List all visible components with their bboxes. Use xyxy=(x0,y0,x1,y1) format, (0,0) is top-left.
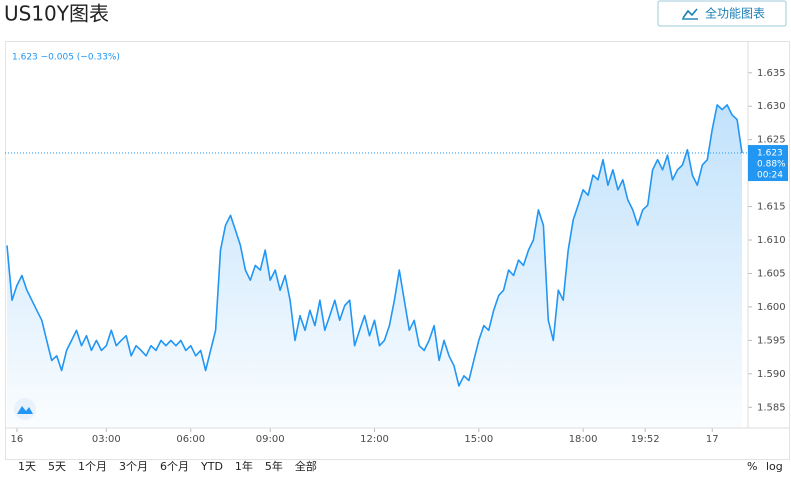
y-tick-label: 1.595 xyxy=(757,335,786,346)
button-icon[interactable] xyxy=(682,8,698,19)
log-toggle[interactable]: log xyxy=(766,460,783,473)
y-tick-label: 1.590 xyxy=(757,369,786,380)
y-tick-label: 1.600 xyxy=(757,302,786,313)
price-line xyxy=(6,104,743,387)
range-button[interactable]: 5年 xyxy=(265,459,283,473)
y-tick-label: 1.605 xyxy=(757,268,786,279)
x-tick-label: 15:00 xyxy=(464,434,493,445)
toolbar: % log 1天 5天 1个月 3个月 6个月 YTD 1年 5年 全部 xyxy=(18,459,783,473)
range-button[interactable]: YTD xyxy=(200,460,223,473)
price-tag-text: 1.623 xyxy=(757,149,783,159)
range-button[interactable]: 1天 xyxy=(18,460,36,473)
button-frame[interactable] xyxy=(657,0,787,27)
y-tick-label: 1.610 xyxy=(757,235,786,246)
x-tick-label: 03:00 xyxy=(92,434,121,445)
y-tick-label: 1.630 xyxy=(757,101,786,112)
x-tick-label: 16 xyxy=(11,434,24,445)
y-tick-label: 1.625 xyxy=(757,135,786,146)
range-button[interactable]: 5天 xyxy=(48,460,66,473)
x-tick-label: 17 xyxy=(706,434,719,445)
range-button[interactable]: 6个月 xyxy=(160,460,189,473)
logo-bg xyxy=(14,398,36,420)
plot xyxy=(5,72,752,432)
price-tag-box xyxy=(748,145,788,182)
logo-mark xyxy=(17,406,33,414)
range-button[interactable]: 1个月 xyxy=(78,460,107,473)
x-tick-label: 18:00 xyxy=(569,434,598,445)
y-tick-label: 1.615 xyxy=(757,202,786,213)
y-tick-label: 1.635 xyxy=(757,68,786,79)
range-button[interactable]: 1年 xyxy=(235,459,253,473)
legend-text: 1.623 −0.005 (−0.33%) xyxy=(12,53,120,63)
x-tick-label: 09:00 xyxy=(256,434,285,445)
price-tag-text: 0.88% xyxy=(757,160,786,170)
x-tick-label: 12:00 xyxy=(360,434,389,445)
range-button[interactable]: 全部 xyxy=(295,459,317,473)
x-tick-label: 06:00 xyxy=(176,434,205,445)
page-title: US10Y图表 xyxy=(4,2,109,26)
price-tag-text: 00:24 xyxy=(757,171,783,181)
button-label[interactable]: 全功能图表 xyxy=(705,6,765,21)
logo xyxy=(14,398,36,420)
percent-toggle[interactable]: % xyxy=(747,460,757,473)
range-button[interactable]: 3个月 xyxy=(119,460,148,473)
full-chart-button[interactable]: 全功能图表 xyxy=(657,0,787,27)
y-tick-label: 1.585 xyxy=(757,402,786,413)
x-tick-label: 19:52 xyxy=(631,434,660,445)
